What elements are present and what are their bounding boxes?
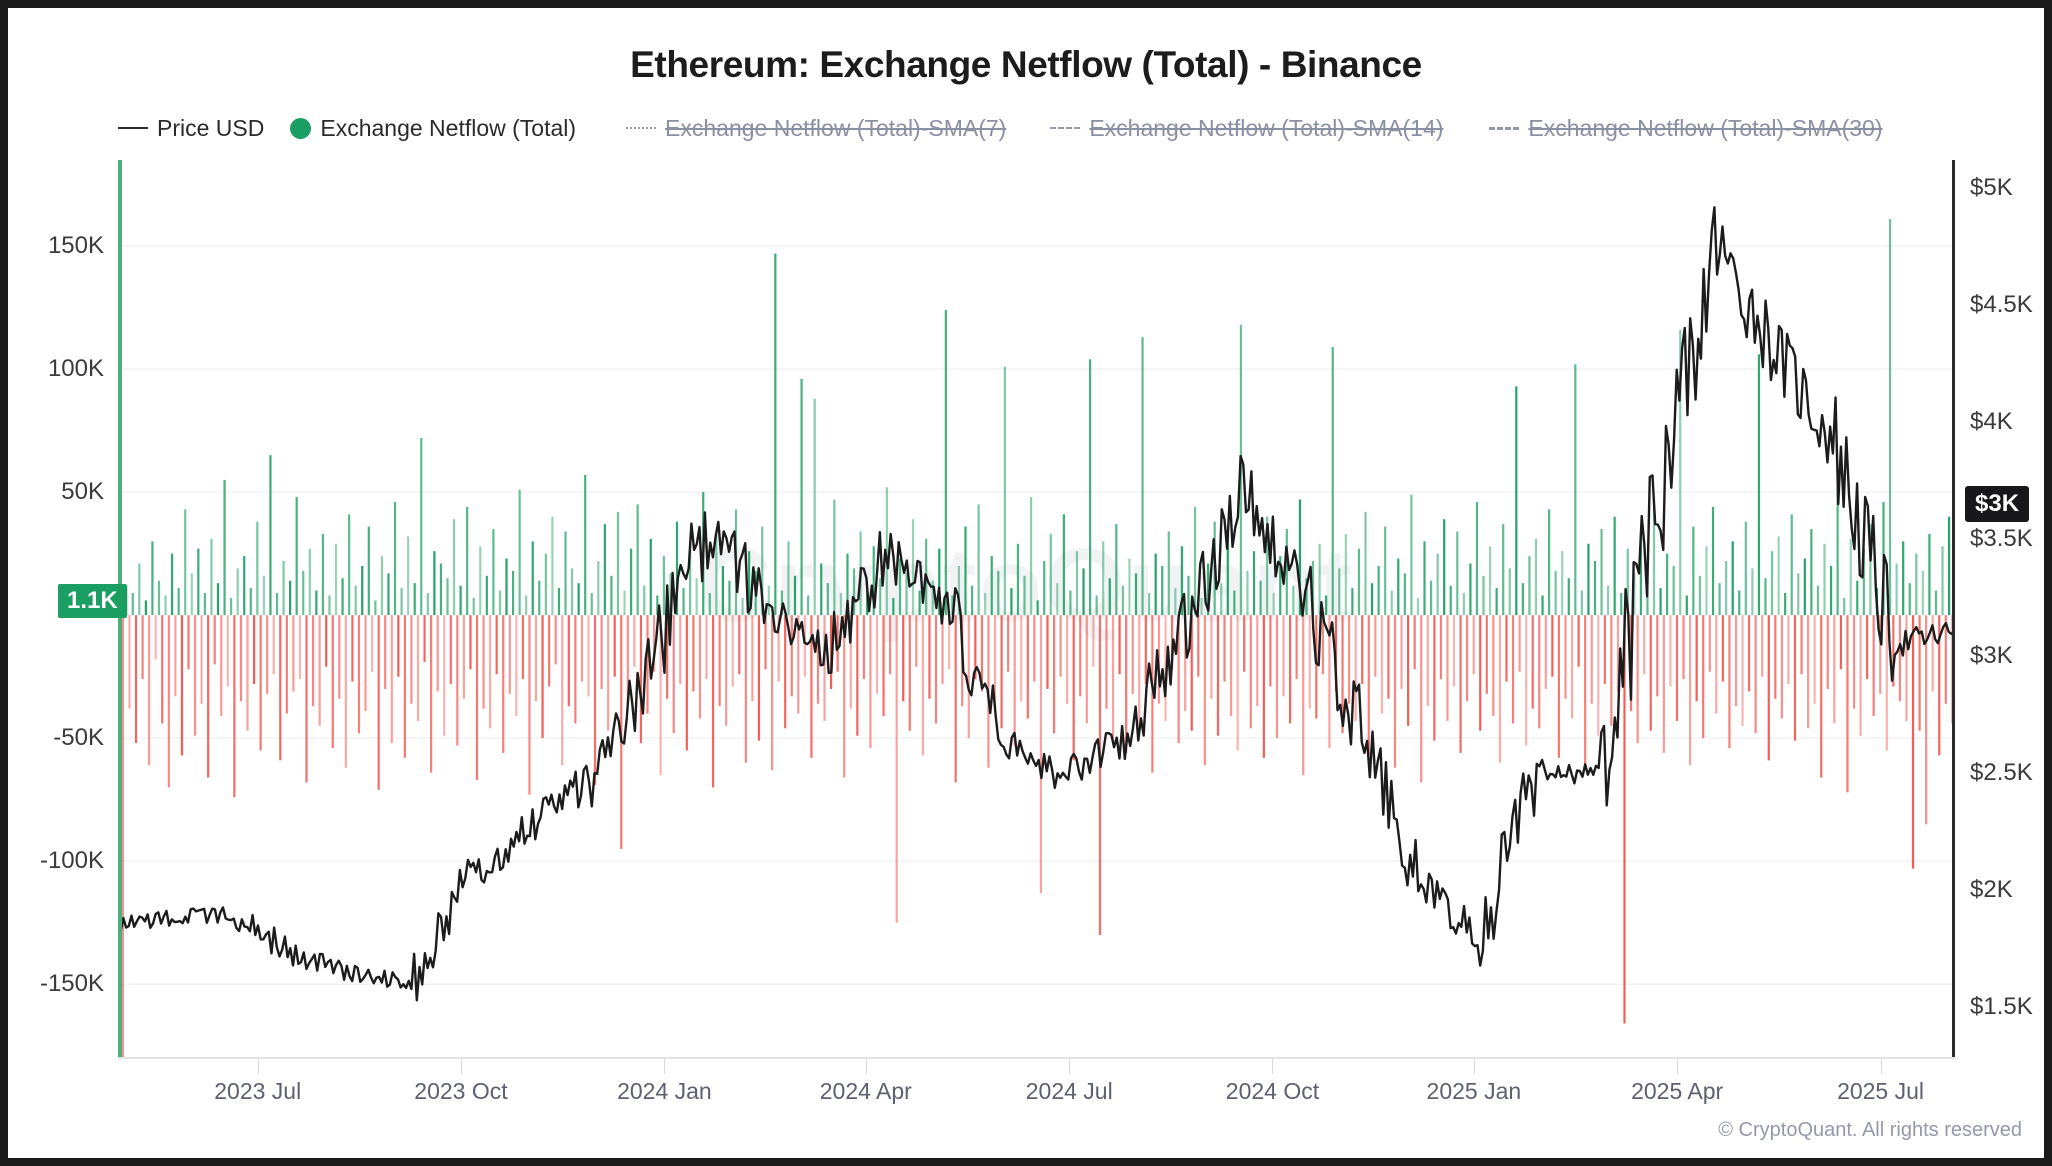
legend-item-sma-30[interactable]: Exchange Netflow (Total)-SMA(30) — [1489, 114, 1883, 142]
y-axis-right-tick: $5K — [1970, 174, 2013, 202]
chart-canvas — [118, 184, 1954, 1058]
legend-label: Exchange Netflow (Total)-SMA(7) — [665, 114, 1007, 141]
price-line — [118, 206, 1954, 1002]
legend-label: Exchange Netflow (Total)-SMA(30) — [1528, 114, 1883, 141]
x-axis-tick-mark — [865, 1059, 867, 1074]
y-axis-right-tick: $4K — [1970, 407, 2013, 435]
price-value-badge: $3K — [1965, 486, 2030, 523]
dash-dot-line-swatch-icon — [1050, 127, 1081, 129]
gridlines — [118, 245, 1954, 985]
x-axis-tick-mark — [1880, 1059, 1882, 1074]
chart-legend: Price USD Exchange Netflow (Total) Excha… — [118, 111, 1948, 145]
y-axis-left-tick: 100K — [47, 355, 104, 383]
y-axis-left-tick: 150K — [47, 232, 104, 260]
y-axis-left-labels: 150K 100K 50K -50K -100K -150K — [8, 160, 104, 1058]
y-axis-right-tick: $1.5K — [1970, 992, 2033, 1020]
dashed-line-swatch-icon — [1489, 126, 1520, 130]
x-axis-tick: 2024 Jan — [617, 1078, 712, 1104]
plot-area — [118, 160, 1954, 1058]
x-axis-tick-mark — [257, 1059, 259, 1074]
y-axis-right-tick: $3K — [1970, 641, 2013, 669]
y-axis-right-tick: $4.5K — [1970, 290, 2033, 318]
x-axis-tick: 2025 Jul — [1837, 1078, 1925, 1104]
legend-item-price-usd[interactable]: Price USD — [118, 115, 264, 142]
legend-item-exchange-netflow[interactable]: Exchange Netflow (Total) — [290, 115, 576, 142]
y-axis-left-tick: -50K — [53, 724, 104, 752]
y-axis-right-tick: $2K — [1970, 875, 2013, 903]
y-axis-right-line — [1952, 160, 1955, 1058]
x-axis-labels: 2023 Jul 2023 Oct 2024 Jan 2024 Apr 2024 Jul… — [118, 1078, 1954, 1118]
legend-label: Price USD — [157, 114, 265, 141]
x-axis-tick: 2025 Apr — [1631, 1078, 1724, 1104]
y-axis-left-tick: -150K — [39, 970, 104, 998]
x-axis-tick: 2025 Jan — [1426, 1078, 1522, 1104]
legend-item-sma-7[interactable]: Exchange Netflow (Total)-SMA(7) — [626, 115, 1006, 142]
page-title: Ethereum: Exchange Netflow (Total) - Bin… — [630, 44, 1422, 85]
y-axis-left-tick: -100K — [39, 847, 104, 875]
legend-label: Exchange Netflow (Total)-SMA(14) — [1089, 114, 1444, 141]
x-axis-tick-mark — [664, 1059, 666, 1074]
dot-swatch-icon — [290, 117, 312, 139]
legend-item-sma-14[interactable]: Exchange Netflow (Total)-SMA(14) — [1050, 115, 1443, 142]
x-axis-tick: 2023 Jul — [214, 1078, 302, 1104]
x-axis-tick: 2023 Oct — [414, 1078, 508, 1104]
x-axis-line — [118, 1057, 1956, 1059]
x-axis-tick-mark — [1473, 1059, 1475, 1074]
x-axis-tick-mark — [1677, 1059, 1679, 1074]
copyright-footer: © CryptoQuant. All rights reserved — [1718, 1119, 2022, 1141]
netflow-value-badge: 1.1K — [58, 584, 127, 619]
x-axis-tick-mark — [1069, 1059, 1071, 1074]
x-axis-tick: 2024 Jul — [1025, 1078, 1113, 1104]
line-swatch-icon — [118, 127, 148, 129]
y-axis-right-tick: $2.5K — [1970, 758, 2033, 786]
y-axis-left-tick: 50K — [61, 478, 104, 506]
chart-container: Ethereum: Exchange Netflow (Total) - Bin… — [8, 8, 2044, 1158]
legend-label: Exchange Netflow (Total) — [320, 114, 577, 141]
x-axis-tick-mark — [1272, 1059, 1274, 1074]
x-axis-tick-mark — [460, 1059, 462, 1074]
y-axis-right-tick: $3.5K — [1970, 524, 2033, 552]
netflow-bars — [118, 184, 1954, 1058]
dotted-line-swatch-icon — [626, 127, 657, 129]
y-axis-right-labels: $5K $4.5K $4K $3.5K $3K $2.5K $2K $1.5K — [1970, 160, 2052, 1058]
x-axis-tick: 2024 Apr — [819, 1078, 912, 1104]
plot-inner — [118, 160, 1954, 1058]
x-axis-tick: 2024 Oct — [1225, 1078, 1320, 1104]
